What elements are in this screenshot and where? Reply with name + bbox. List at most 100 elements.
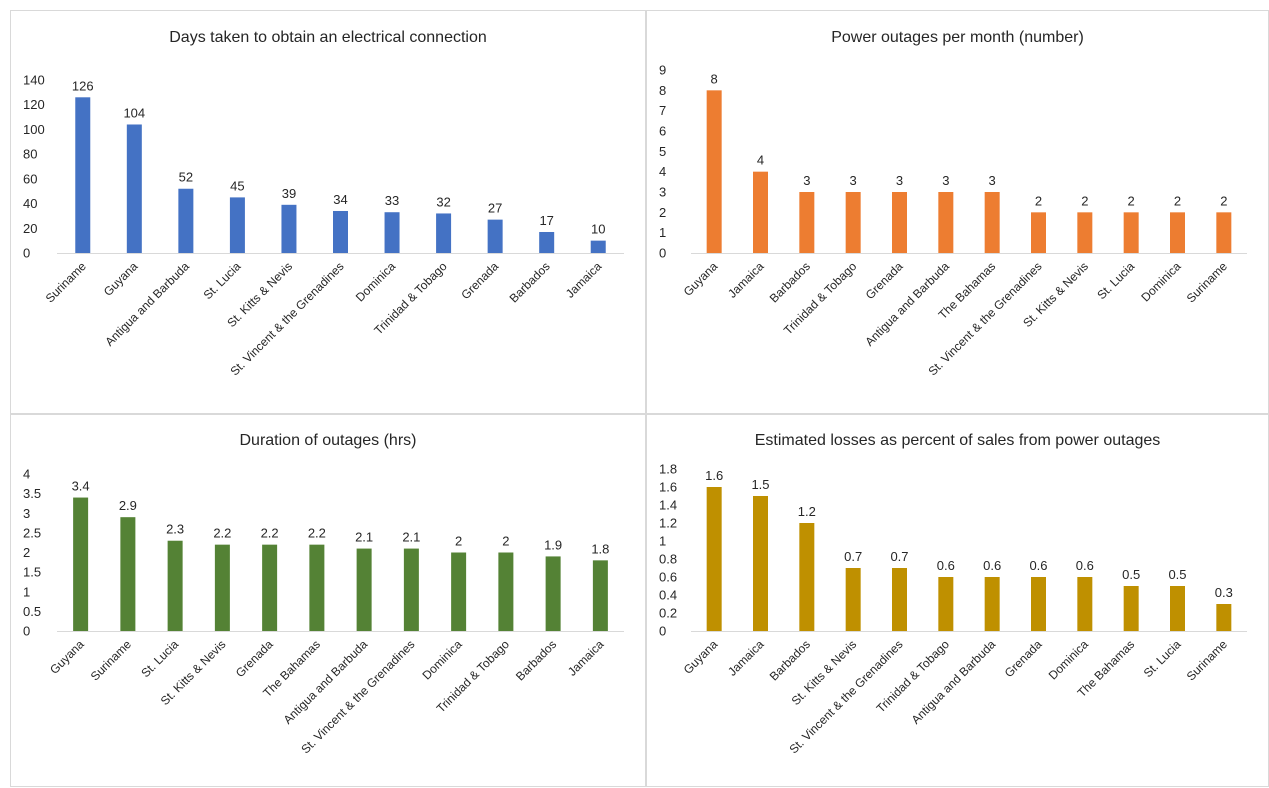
y-tick-label: 1 bbox=[23, 584, 30, 599]
y-tick-label: 1 bbox=[659, 534, 666, 549]
y-tick-label: 2 bbox=[659, 205, 666, 220]
y-tick-label: 3 bbox=[23, 506, 30, 521]
bar bbox=[1031, 577, 1046, 631]
y-tick-label: 100 bbox=[23, 122, 45, 137]
chart-title: Estimated losses as percent of sales fro… bbox=[754, 432, 1161, 449]
category-label: St. Lucia bbox=[201, 259, 244, 302]
y-tick-label: 0.5 bbox=[23, 604, 41, 619]
y-tick-label: 5 bbox=[659, 144, 666, 159]
category-label: Antigua and Barbuda bbox=[909, 637, 999, 727]
category-label: Jamaica bbox=[563, 259, 605, 301]
data-label: 0.5 bbox=[1122, 567, 1140, 582]
y-tick-label: 0.8 bbox=[659, 552, 677, 567]
bar bbox=[706, 90, 722, 253]
bar bbox=[753, 496, 768, 631]
y-tick-label: 2.5 bbox=[23, 525, 41, 540]
bar-chart-plot: 0 0.5 1 1.5 2 2.5 3 3.5 4 3.4 Guyana 2.9 Suriname 2.3… bbox=[23, 467, 624, 756]
data-label: 1.9 bbox=[544, 537, 562, 552]
bar bbox=[892, 568, 907, 631]
bar bbox=[333, 210, 348, 253]
bar bbox=[592, 560, 608, 631]
y-tick-label: 1.2 bbox=[659, 516, 677, 531]
bar bbox=[545, 556, 561, 631]
bar bbox=[706, 487, 722, 631]
chart-title: Days taken to obtain an electrical conne… bbox=[169, 29, 487, 46]
bar-chart-plot: 0 0.2 0.4 0.6 0.8 1 1.2 1.4 1.6 1.8 1.6 Guyana 1.5 Ja… bbox=[659, 462, 1247, 756]
data-label: 8 bbox=[711, 71, 718, 86]
y-tick-label: 80 bbox=[23, 147, 37, 162]
data-label: 2 bbox=[502, 534, 509, 549]
data-label: 3 bbox=[850, 173, 857, 188]
bar bbox=[845, 568, 861, 631]
category-label: Suriname bbox=[1184, 259, 1230, 305]
data-label: 32 bbox=[436, 194, 450, 209]
category-label: St. Lucia bbox=[138, 637, 181, 680]
data-label: 2 bbox=[1035, 193, 1042, 208]
category-label: Grenada bbox=[233, 637, 276, 680]
bar bbox=[73, 497, 89, 631]
data-label: 0.6 bbox=[1076, 558, 1094, 573]
category-label: Jamaica bbox=[725, 259, 767, 301]
bar bbox=[309, 544, 325, 631]
bar bbox=[539, 231, 555, 253]
bar bbox=[384, 212, 400, 253]
data-label: 2.1 bbox=[355, 530, 373, 545]
category-label: Guyana bbox=[681, 637, 721, 677]
data-label: 45 bbox=[230, 178, 244, 193]
data-label: 52 bbox=[179, 170, 193, 185]
bar bbox=[214, 544, 230, 631]
bar-chart-plot: 01234567898Guyana4Jamaica3Barbados3Trini… bbox=[659, 63, 1247, 378]
data-label: 126 bbox=[72, 78, 94, 93]
category-label: Suriname bbox=[43, 259, 89, 305]
y-tick-label: 2 bbox=[23, 545, 30, 560]
data-label: 33 bbox=[385, 193, 399, 208]
bar bbox=[451, 552, 467, 631]
data-label: 0.6 bbox=[983, 558, 1001, 573]
bar bbox=[356, 548, 372, 631]
bar bbox=[178, 188, 194, 253]
data-label: 3 bbox=[896, 173, 903, 188]
data-label: 104 bbox=[123, 105, 145, 120]
bar bbox=[799, 192, 815, 253]
y-tick-label: 1.5 bbox=[23, 565, 41, 580]
data-label: 0.7 bbox=[844, 549, 862, 564]
data-label: 2 bbox=[1081, 193, 1088, 208]
y-tick-label: 60 bbox=[23, 171, 37, 186]
category-label: Guyana bbox=[101, 259, 141, 299]
y-tick-label: 7 bbox=[659, 103, 666, 118]
data-label: 39 bbox=[282, 186, 296, 201]
y-tick-label: 1.6 bbox=[659, 480, 677, 495]
bar bbox=[938, 192, 954, 253]
category-label: Guyana bbox=[681, 259, 721, 299]
data-label: 1.5 bbox=[751, 477, 769, 492]
y-tick-label: 0 bbox=[23, 246, 30, 261]
bar bbox=[436, 213, 452, 253]
bar bbox=[1123, 586, 1139, 631]
data-label: 1.6 bbox=[705, 468, 723, 483]
bar bbox=[126, 124, 142, 253]
data-label: 2.1 bbox=[402, 530, 420, 545]
category-label: St. Lucia bbox=[1141, 637, 1184, 680]
bar bbox=[799, 523, 815, 631]
data-label: 2.9 bbox=[119, 498, 137, 513]
data-label: 0.7 bbox=[890, 549, 908, 564]
bar-chart-plot: 0 20 40 60 80 100 120 140 126 Suriname 104 Guyana 52… bbox=[23, 73, 624, 378]
data-label: 2 bbox=[455, 534, 462, 549]
y-tick-label: 0 bbox=[23, 624, 30, 639]
y-tick-label: 9 bbox=[659, 63, 666, 78]
y-tick-label: 140 bbox=[23, 73, 45, 88]
bar bbox=[845, 192, 861, 253]
chart-title: Power outages per month (number) bbox=[831, 29, 1084, 46]
bar bbox=[281, 204, 297, 253]
bar bbox=[938, 577, 954, 631]
data-label: 2.2 bbox=[261, 526, 279, 541]
y-tick-label: 6 bbox=[659, 124, 666, 139]
bar bbox=[1216, 604, 1232, 631]
chart-panel-electrical-connection: Days taken to obtain an electrical conne… bbox=[10, 10, 646, 414]
bar bbox=[262, 544, 278, 631]
data-label: 0.5 bbox=[1168, 567, 1186, 582]
y-tick-label: 1.4 bbox=[659, 498, 677, 513]
category-label: Antigua and Barbuda bbox=[862, 259, 952, 349]
data-label: 27 bbox=[488, 201, 502, 216]
bar bbox=[498, 552, 514, 631]
